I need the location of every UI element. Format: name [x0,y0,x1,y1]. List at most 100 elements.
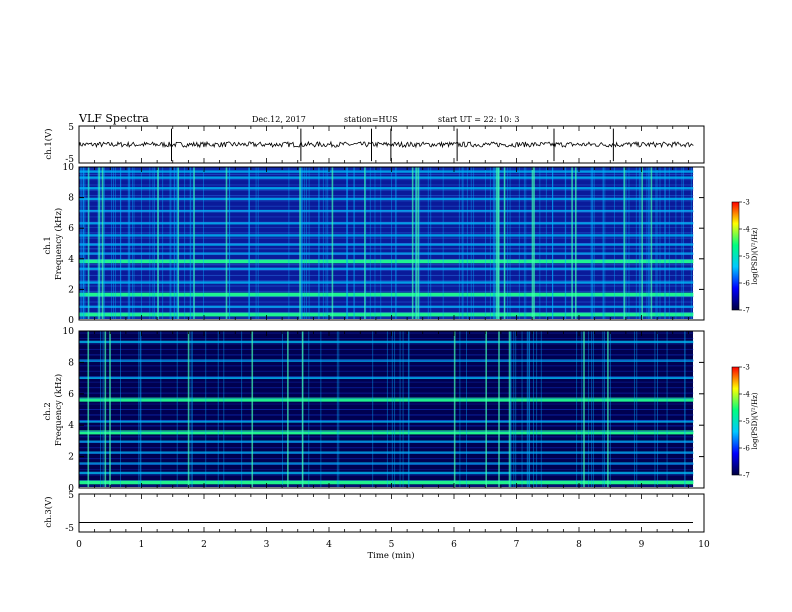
spectral-texture [79,189,694,191]
impulse-line [684,331,686,487]
impulse-line [521,331,523,487]
impulse-line [80,167,82,319]
impulse-line [575,167,577,319]
spectral-band [79,243,694,246]
impulse-line [528,331,530,487]
spectral-texture [79,398,694,400]
spectral-texture [79,285,694,287]
spectral-band [79,170,694,173]
impulse-line [623,167,626,319]
ch1-colorbar: -3 -4 -5 -6 -7 log(PSD)(V²/Hz) [731,199,759,315]
spectral-band [79,292,694,297]
spectral-band [79,397,694,402]
spectral-texture [79,253,694,255]
impulse-line [529,331,530,487]
impulse-line [602,331,604,487]
impulse-line [650,167,653,319]
spectral-texture [79,343,694,345]
impulse-line [365,167,367,319]
x-tick-label: 4 [326,540,332,550]
impulse-line [531,167,534,319]
impulse-line [648,167,650,319]
spectral-texture [79,419,694,421]
spectral-band [79,480,694,485]
impulse-line [497,167,499,319]
impulse-line [510,331,511,487]
impulse-line [508,331,511,487]
x-tick-label: 3 [264,540,270,550]
spectral-texture [79,485,694,487]
spectral-texture [79,184,694,186]
colorbar-tick: -5 [743,418,750,426]
spectral-texture [79,317,694,319]
impulse-line [173,167,175,319]
impulse-line [190,331,192,487]
ch2-colorbar: -3 -4 -5 -6 -7 log(PSD)(V²/Hz) [731,364,759,480]
spectral-band [79,305,694,309]
ch2-spectrogram-panel: 0 2 4 6 8 10 ch.2 Frequency (kHz) -3 -4 -5 -6 -7 l… [43,327,759,494]
spectral-texture [79,479,694,481]
spectral-texture [79,248,694,250]
impulse-line [177,167,178,319]
impulse-line [347,167,349,319]
impulse-line [641,167,643,319]
impulse-line [518,167,520,319]
ch2-spec-yticks: 0 2 4 6 8 10 [63,327,704,494]
spectral-texture [79,195,694,197]
impulse-line [391,331,393,487]
x-tick-label: 6 [451,540,457,550]
impulse-line [684,331,686,487]
impulse-line [659,167,661,319]
impulse-line [176,331,178,487]
spectral-texture [79,296,694,298]
colorbar-tick: -6 [743,280,750,288]
impulse-line [683,167,684,319]
spectral-texture [79,200,694,202]
colorbar-tick: -6 [743,445,750,453]
impulse-line [177,167,180,319]
impulse-line [588,331,590,487]
impulse-line [681,167,683,319]
colorbar-label: log(PSD)(V²/Hz) [751,227,759,284]
impulse-line [552,167,554,319]
impulse-line [174,167,176,319]
impulse-line [120,331,121,487]
impulse-line [248,167,249,319]
spectral-texture [79,387,694,389]
impulse-line [639,167,641,319]
impulse-line [495,167,498,319]
impulse-line [287,331,289,487]
impulse-line [374,167,376,319]
spectral-texture [79,376,694,378]
spectral-texture [79,348,694,350]
impulse-line [485,331,488,487]
spectral-texture [79,359,694,361]
impulse-line [308,167,310,319]
colorbar-scale [731,366,740,476]
impulse-line [498,331,500,487]
impulse-line [87,167,89,319]
impulse-line [625,167,627,319]
impulse-line [205,331,207,487]
impulse-line [80,167,82,319]
ch1-spec-ylabel-channel: ch.1 [43,236,53,254]
spectral-band [79,176,694,179]
time-axis-ticks: 0 1 2 3 4 5 6 7 8 9 10 [76,126,710,550]
spectral-texture [79,409,694,410]
impulse-line [411,167,414,319]
spectral-texture [79,354,694,356]
impulse-line [127,167,129,319]
impulse-line [228,167,230,319]
ch1-spectrogram [79,167,694,319]
impulse-line [510,331,512,487]
impulse-line [453,331,456,487]
impulse-line [509,167,511,319]
impulse-line [114,167,116,319]
impulse-line [109,331,111,487]
impulse-line [395,167,397,319]
impulse-line [318,167,320,319]
spectral-texture [79,269,694,271]
impulse-line [635,167,637,319]
ch3-frame [78,493,705,533]
